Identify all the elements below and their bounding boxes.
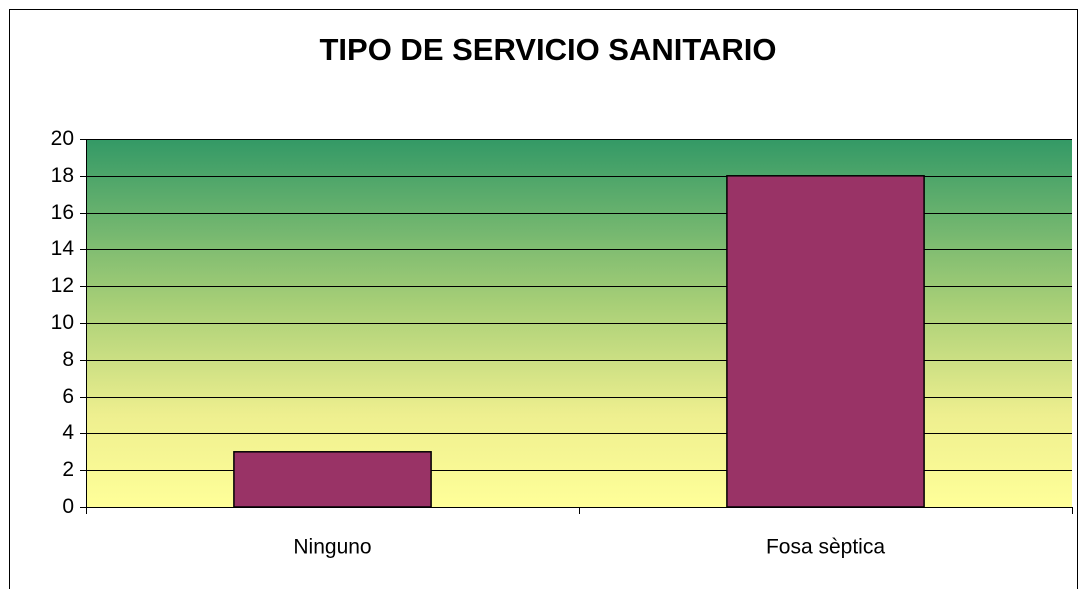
y-tick-label: 14 [51, 237, 75, 260]
bar [726, 175, 925, 508]
y-tick-label: 4 [62, 421, 74, 444]
bar [233, 451, 432, 508]
y-tick-label: 6 [62, 385, 74, 408]
y-tick-label: 8 [62, 348, 74, 371]
x-tick-label: Fosa sèptica [766, 536, 885, 559]
y-tick-label: 20 [51, 127, 74, 150]
y-tick-label: 16 [51, 201, 74, 224]
y-tick-label: 0 [62, 495, 74, 518]
y-tick-label: 2 [62, 458, 74, 481]
y-tick-label: 12 [51, 274, 74, 297]
y-tick-label: 10 [51, 311, 74, 334]
x-tick-label: Ninguno [293, 536, 371, 559]
y-tick-label: 18 [51, 164, 74, 187]
chart-title: TIPO DE SERVICIO SANITARIO [319, 32, 776, 67]
